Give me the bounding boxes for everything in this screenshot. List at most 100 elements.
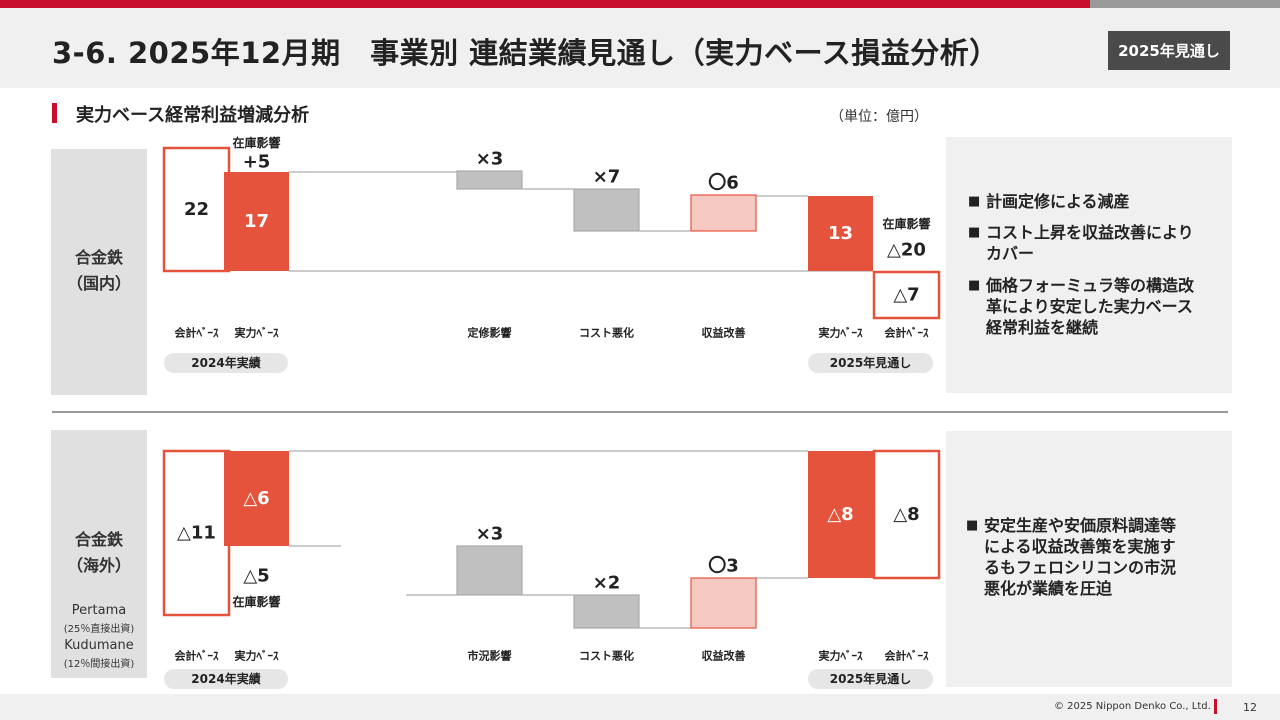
- footer-accent-bar: [1214, 699, 1217, 714]
- domestic-bar: [224, 172, 289, 271]
- copyright: © 2025 Nippon Denko Co., Ltd.: [1054, 701, 1211, 712]
- header-band: [0, 8, 1280, 88]
- overseas-bar: [808, 451, 873, 578]
- domestic-bar-value: △7: [893, 285, 919, 306]
- bullet-square-icon: ■: [968, 225, 981, 240]
- domestic-note-label: 在庫影響: [232, 135, 280, 150]
- top-accent-bar: [0, 0, 1090, 8]
- overseas-bar-value: ×2: [593, 573, 621, 594]
- bullet-text: 経常利益を継続: [986, 318, 1099, 337]
- overseas-label-line2: （海外）: [66, 556, 131, 575]
- domestic-category-label: コスト悪化: [579, 326, 634, 340]
- bullet-square-icon: ■: [968, 194, 981, 209]
- overseas-category-label: 会計ﾍﾞｰｽ: [175, 649, 219, 663]
- overseas-bar: [573, 594, 640, 629]
- bullet-text: 計画定修による減産: [986, 192, 1130, 211]
- domestic-category-label: 会計ﾍﾞｰｽ: [175, 326, 219, 340]
- pertama-label: Pertama: [71, 603, 127, 618]
- domestic-period-pill: [164, 353, 288, 373]
- overseas-category-label: 会計ﾍﾞｰｽ: [885, 649, 929, 663]
- domestic-bullet: ■ 価格フォーミュラ等の構造改 革により安定した実力ベース 経常利益を継続: [968, 275, 1194, 338]
- domestic-note-label: 在庫影響: [882, 216, 930, 231]
- domestic-row-label: [51, 149, 147, 395]
- kudumane-note: (12％間接出資): [63, 659, 135, 670]
- overseas-category-label: コスト悪化: [579, 649, 634, 663]
- domestic-bar-value: 17: [244, 211, 269, 232]
- page-title: 3-6. 2025年12月期 事業別 連結業績見通し（実力ベース損益分析）: [52, 36, 999, 70]
- domestic-comment-box: [946, 137, 1232, 393]
- domestic-label-line1: 合金鉄: [74, 248, 123, 267]
- domestic-category-label: 実力ﾍﾞｰｽ: [819, 326, 863, 340]
- domestic-bar-value: 〇6: [708, 173, 739, 194]
- top-accent-bar-gray: [1090, 0, 1280, 8]
- domestic-note-value: +5: [243, 152, 271, 173]
- overseas-period-pill: [808, 669, 933, 689]
- overseas-bar-value: △6: [243, 488, 269, 509]
- overseas-bar: [690, 577, 757, 629]
- domestic-bar: [808, 196, 873, 271]
- domestic-period-label: 2024年実績: [191, 355, 260, 370]
- domestic-bar-value: ×7: [593, 167, 621, 188]
- domestic-bar-value: ×3: [476, 149, 504, 170]
- overseas-period-label: 2025年見通し: [830, 671, 911, 686]
- domestic-bar-value: 13: [828, 223, 853, 244]
- domestic-period-label: 2025年見通し: [830, 355, 911, 370]
- bullet-text: るもフェロシリコンの市況: [984, 558, 1177, 577]
- overseas-bullet: ■ 安定生産や安価原料調達等 による収益改善策を実施す るもフェロシリコンの市況…: [966, 515, 1176, 599]
- domestic-bullet: ■ 計画定修による減産: [968, 191, 1130, 212]
- bullet-text: カバー: [986, 244, 1035, 263]
- domestic-bar: [573, 188, 640, 232]
- domestic-category-label: 収益改善: [702, 326, 746, 340]
- bullet-text: 安定生産や安価原料調達等: [984, 516, 1177, 535]
- bullet-text: コスト上昇を収益改善により: [986, 223, 1194, 242]
- domestic-category-label: 定修影響: [468, 326, 512, 340]
- domestic-bar: [872, 270, 941, 320]
- overseas-bar: [872, 449, 941, 580]
- page-number: 12: [1243, 701, 1257, 714]
- domestic-period-pill: [808, 353, 933, 373]
- overseas-row-label: [51, 430, 147, 678]
- overseas-period-pill: [164, 669, 288, 689]
- overseas-bar-value: △8: [827, 504, 853, 525]
- overseas-bar-value: △8: [893, 504, 919, 525]
- domestic-label-line2: （国内）: [66, 274, 131, 293]
- overseas-bar-value: 〇3: [708, 556, 739, 577]
- section-divider: [52, 411, 1228, 413]
- overseas-category-label: 市況影響: [468, 649, 512, 663]
- overseas-comment-box: [946, 431, 1232, 687]
- domestic-bar: [162, 146, 231, 273]
- overseas-category-label: 実力ﾍﾞｰｽ: [235, 649, 279, 663]
- section-marker: [52, 103, 57, 123]
- domestic-category-label: 実力ﾍﾞｰｽ: [235, 326, 279, 340]
- bullet-text: 価格フォーミュラ等の構造改: [986, 276, 1195, 295]
- overseas-category-label: 収益改善: [702, 649, 746, 663]
- overseas-note-value: △5: [243, 566, 269, 587]
- domestic-note-value: △20: [887, 240, 926, 261]
- bullet-square-icon: ■: [966, 518, 979, 533]
- bullet-square-icon: ■: [968, 278, 981, 293]
- unit-label: （単位：億円）: [830, 109, 928, 125]
- overseas-category-label: 実力ﾍﾞｰｽ: [819, 649, 863, 663]
- overseas-period-label: 2024年実績: [191, 671, 260, 686]
- pertama-note: (25％直接出資): [63, 624, 135, 635]
- section-title: 実力ベース経常利益増減分析: [76, 105, 310, 126]
- domestic-category-label: 会計ﾍﾞｰｽ: [885, 326, 929, 340]
- domestic-bar: [456, 170, 523, 190]
- bullet-text: による収益改善策を実施す: [984, 537, 1176, 556]
- domestic-bar: [690, 194, 757, 232]
- overseas-bar: [456, 545, 523, 596]
- overseas-label-line1: 合金鉄: [74, 530, 123, 549]
- overseas-bar-value: ×3: [476, 524, 504, 545]
- overseas-bar-value: △11: [177, 523, 216, 544]
- domestic-bullet: ■ コスト上昇を収益改善により カバー: [968, 222, 1194, 264]
- overseas-bar: [224, 451, 289, 546]
- bullet-text: 悪化が業績を圧迫: [984, 579, 1113, 598]
- forecast-badge: 2025年見通し: [1108, 31, 1230, 70]
- domestic-bar-value: 22: [184, 199, 209, 220]
- footer-band: [0, 694, 1280, 720]
- bullet-text: 革により安定した実力ベース: [986, 297, 1193, 316]
- kudumane-label: Kudumane: [64, 638, 134, 653]
- overseas-bar: [162, 449, 231, 617]
- overseas-note-label: 在庫影響: [232, 594, 280, 609]
